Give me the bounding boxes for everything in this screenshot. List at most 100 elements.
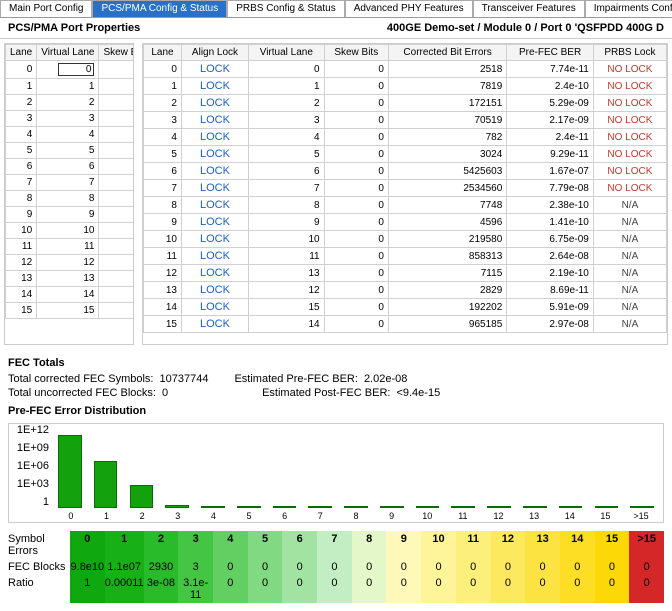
cell-ber: 7.79e-08 [507, 180, 594, 197]
cell-align[interactable]: LOCK [181, 129, 248, 146]
cell-skew: 0 [99, 159, 134, 175]
tab-bar: Main Port Config PCS/PMA Config & Status… [0, 0, 672, 18]
sym-cell: 0 [560, 575, 595, 603]
table-row: 880 [6, 191, 135, 207]
cell-lane: 7 [6, 175, 37, 191]
sym-cell: 0 [421, 575, 456, 603]
table-row: 8LOCK8077482.38e-10N/A [144, 197, 667, 214]
cell-vlane: 2 [37, 95, 99, 111]
bar [559, 506, 583, 508]
bar [94, 461, 118, 508]
bar-col [518, 428, 552, 508]
cell-vlane: 13 [37, 271, 99, 287]
row-label: FEC Blocks [8, 559, 70, 575]
cell-lane: 10 [6, 223, 37, 239]
cell-align[interactable]: LOCK [181, 214, 248, 231]
x-tick: 15 [588, 511, 624, 521]
sym-cell: 0 [595, 575, 630, 603]
cell-align[interactable]: LOCK [181, 299, 248, 316]
sym-cell: 3 [178, 531, 213, 559]
y-tick: 1 [11, 496, 49, 508]
table-row: 990 [6, 207, 135, 223]
cell-align[interactable]: LOCK [181, 112, 248, 129]
x-tick: 9 [374, 511, 410, 521]
y-tick: 1E+12 [11, 424, 49, 436]
x-tick: 3 [160, 511, 196, 521]
fec-corr-val: 10737744 [160, 373, 209, 385]
tab-xcvr[interactable]: Transceiver Features [473, 0, 585, 17]
bar-col [53, 428, 87, 508]
cell-ber: 8.69e-11 [507, 282, 594, 299]
cell-align[interactable]: LOCK [181, 78, 248, 95]
table-row: 14LOCK1501922025.91e-09N/A [144, 299, 667, 316]
sym-cell: 0 [213, 575, 248, 603]
bar [237, 506, 261, 508]
x-tick: 14 [552, 511, 588, 521]
tab-adv[interactable]: Advanced PHY Features [345, 0, 473, 17]
cell-align[interactable]: LOCK [181, 163, 248, 180]
cell-align[interactable]: LOCK [181, 61, 248, 78]
bar [380, 506, 404, 508]
cell-lane: 1 [144, 78, 182, 95]
vlane-input[interactable] [58, 63, 94, 76]
cell-lane: 8 [6, 191, 37, 207]
cell-corr: 2518 [388, 61, 506, 78]
symbol-errors-table: Symbol Errors0123456789101112131415>15FE… [8, 531, 664, 603]
x-tick: 5 [231, 511, 267, 521]
bar [630, 506, 654, 508]
cell-lane: 3 [144, 112, 182, 129]
cell-ber: 2.4e-11 [507, 129, 594, 146]
tab-imp[interactable]: Impairments Config [585, 0, 672, 17]
y-tick: 1E+09 [11, 442, 49, 454]
sym-cell: 0 [70, 531, 105, 559]
bar-col [196, 428, 230, 508]
bar [201, 506, 225, 508]
cell-lane: 9 [6, 207, 37, 223]
cell-align[interactable]: LOCK [181, 316, 248, 333]
table-row: 4LOCK407822.4e-11NO LOCK [144, 129, 667, 146]
cell-lane: 1 [6, 79, 37, 95]
col-vlane: Virtual Lane [249, 45, 325, 61]
cell-lane: 2 [6, 95, 37, 111]
sym-cell: 5 [248, 531, 283, 559]
cell-vlane: 8 [249, 197, 325, 214]
tab-prbs[interactable]: PRBS Config & Status [227, 0, 345, 17]
sym-cell: 8 [352, 531, 387, 559]
cell-lane: 11 [6, 239, 37, 255]
cell-align[interactable]: LOCK [181, 146, 248, 163]
cell-align[interactable]: LOCK [181, 265, 248, 282]
table-row: 15150 [6, 303, 135, 319]
sym-cell: 0 [386, 575, 421, 603]
cell-prbs: N/A [593, 214, 666, 231]
cell-lane: 14 [6, 287, 37, 303]
cell-skew: 0 [99, 207, 134, 223]
tab-main[interactable]: Main Port Config [0, 0, 92, 17]
bar-col [339, 428, 373, 508]
cell-align[interactable]: LOCK [181, 180, 248, 197]
sym-cell: 0 [491, 575, 526, 603]
cell-vlane [37, 61, 99, 79]
x-tick: 2 [124, 511, 160, 521]
cell-align[interactable]: LOCK [181, 231, 248, 248]
tab-pcs[interactable]: PCS/PMA Config & Status [92, 0, 227, 17]
cell-ber: 9.29e-11 [507, 146, 594, 163]
cell-align[interactable]: LOCK [181, 282, 248, 299]
x-tick: 12 [481, 511, 517, 521]
cell-align[interactable]: LOCK [181, 248, 248, 265]
cell-ber: 2.19e-10 [507, 265, 594, 282]
cell-lane: 5 [6, 143, 37, 159]
cell-align[interactable]: LOCK [181, 95, 248, 112]
cell-corr: 3024 [388, 146, 506, 163]
cell-lane: 4 [6, 127, 37, 143]
table-row: 6LOCK6054256031.67e-07NO LOCK [144, 163, 667, 180]
bar [165, 505, 189, 508]
cell-skew: 0 [99, 255, 134, 271]
cell-skew: 0 [99, 191, 134, 207]
cell-align[interactable]: LOCK [181, 197, 248, 214]
fec-preber-label: Estimated Pre-FEC BER: [234, 373, 357, 385]
cell-lane: 13 [6, 271, 37, 287]
cell-vlane: 6 [37, 159, 99, 175]
bar [487, 506, 511, 508]
dist-title: Pre-FEC Error Distribution [8, 405, 664, 417]
sym-cell: 0 [629, 559, 664, 575]
